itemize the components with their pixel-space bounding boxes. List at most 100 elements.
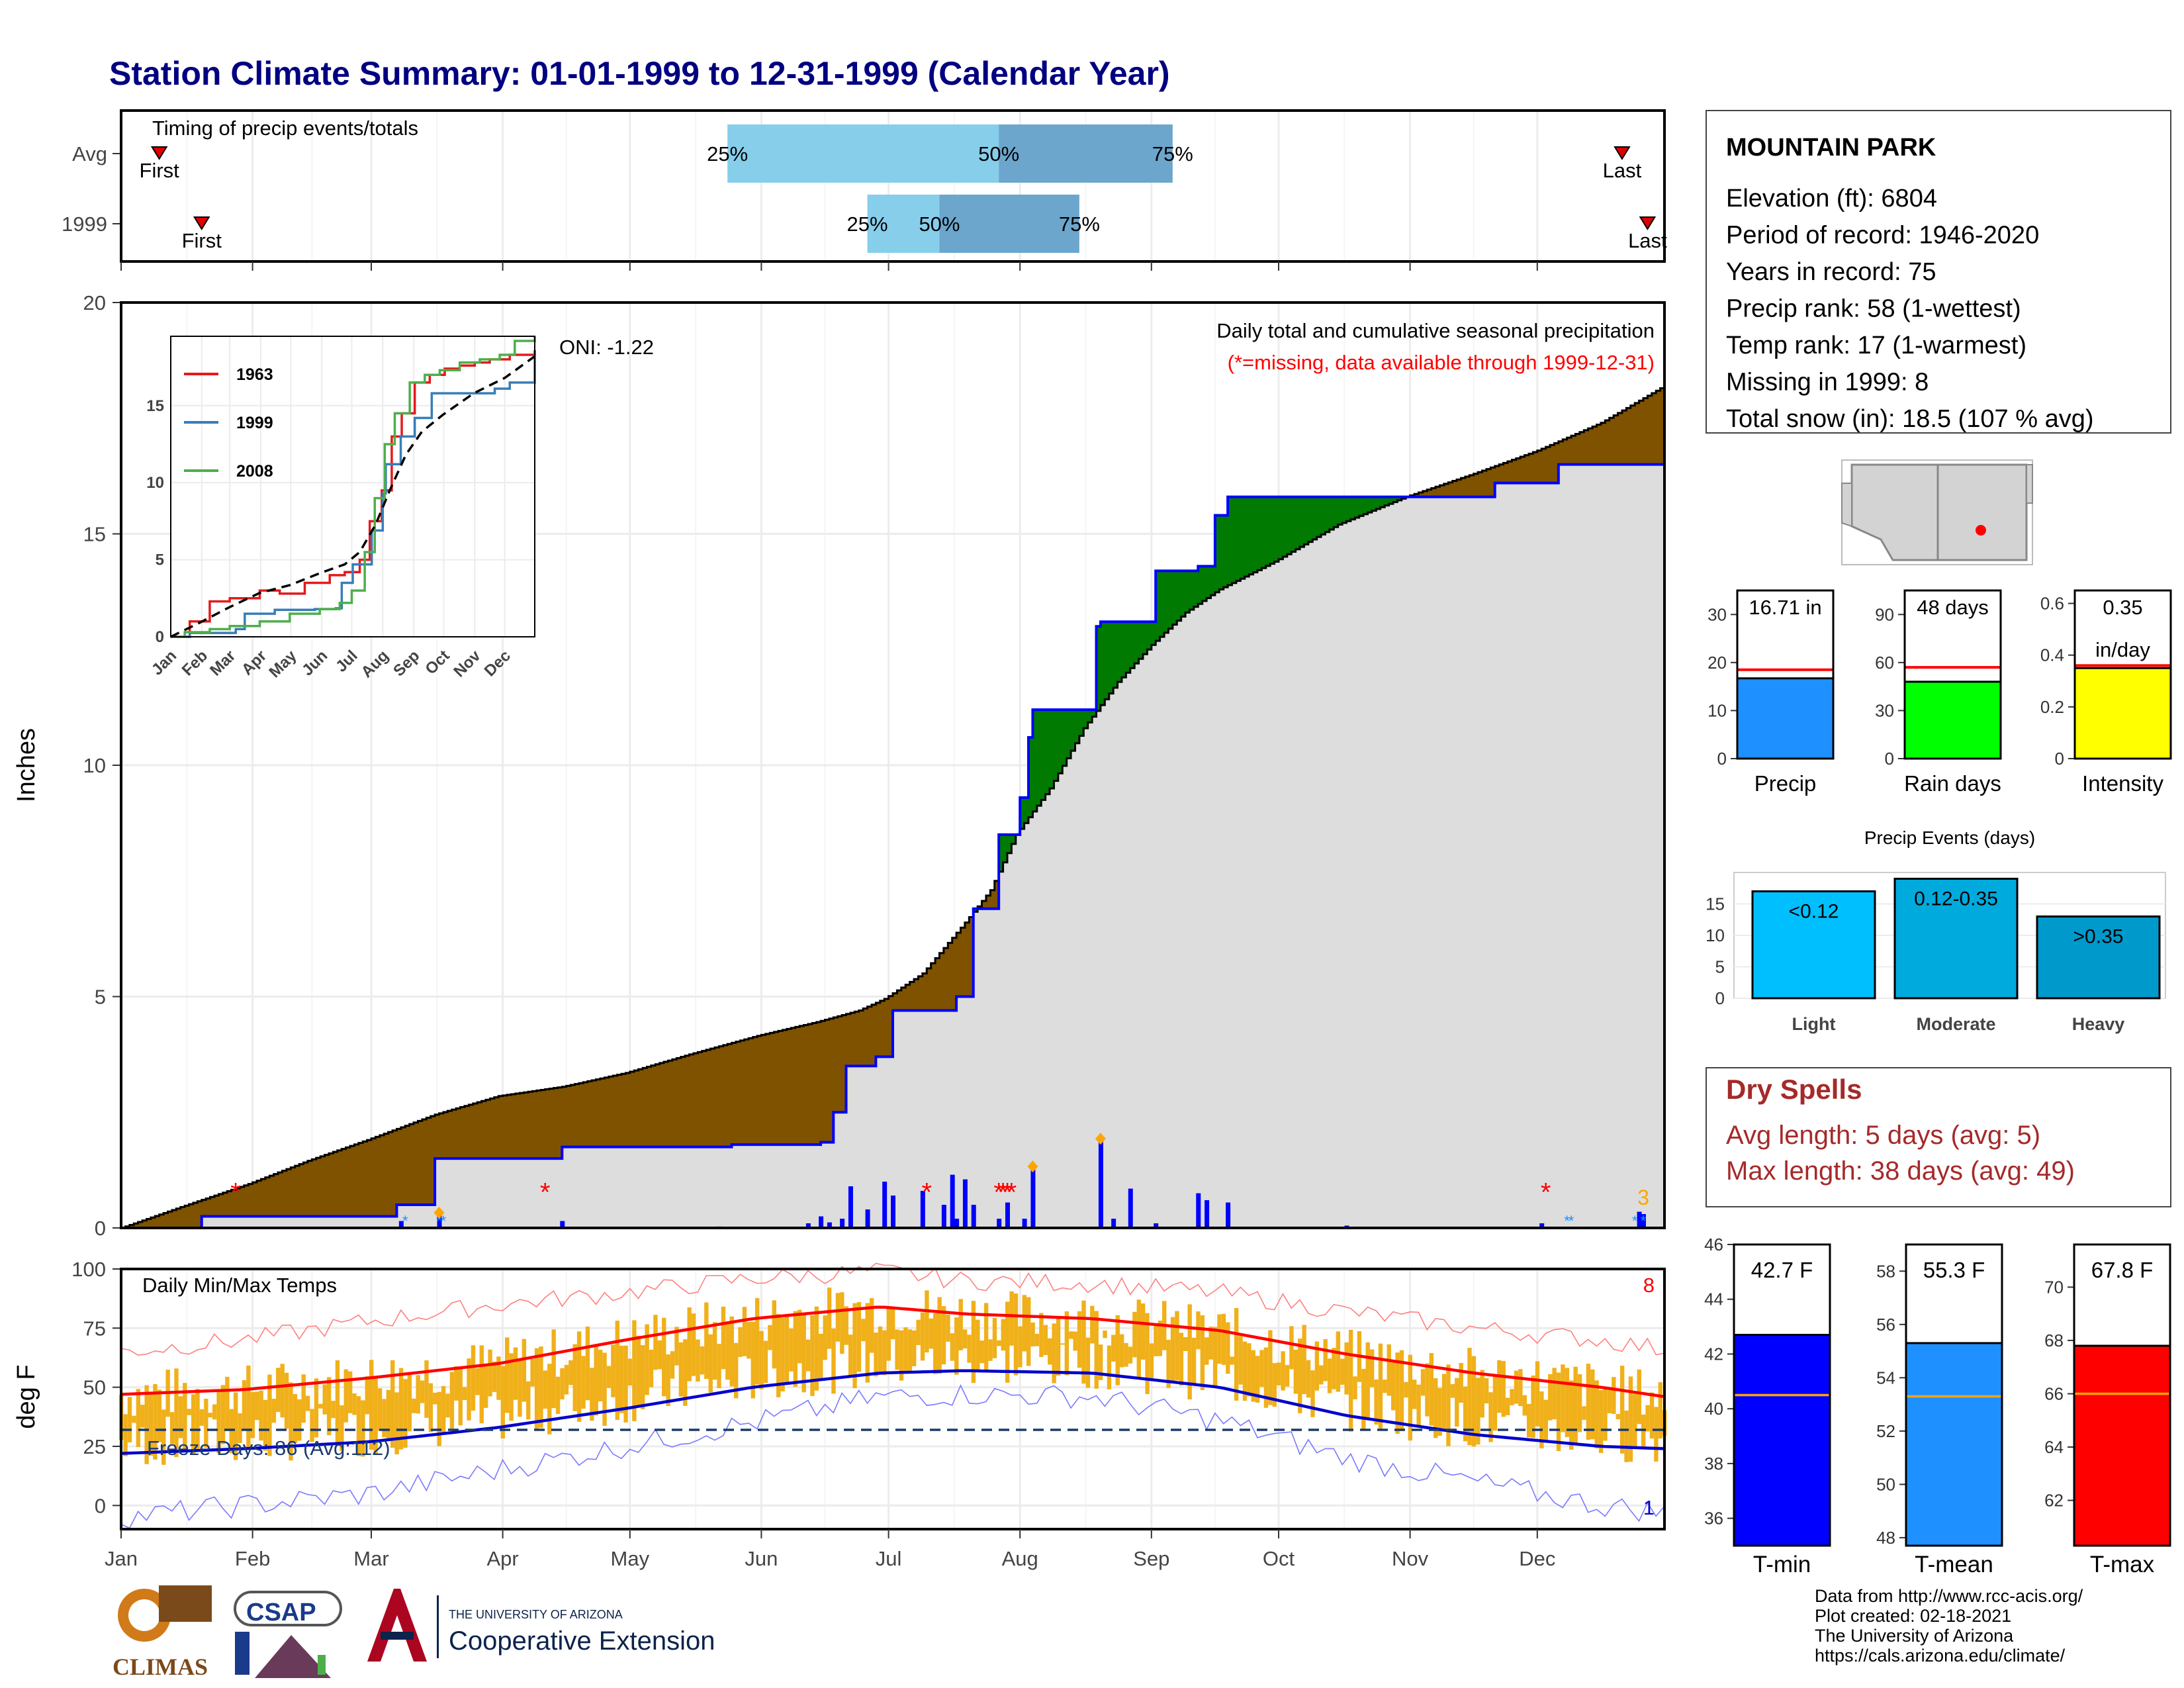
daily-temp-bar-84 (471, 1345, 476, 1411)
daily-temp-bar-217 (1034, 1333, 1040, 1346)
daily-temp-bar-229 (1085, 1337, 1091, 1388)
daily-temp-bar-252 (1183, 1336, 1188, 1351)
footer-credits: Data from http://www.rcc-acis.org/Plot c… (1815, 1586, 2083, 1665)
daily-temp-bar-270 (1259, 1350, 1264, 1387)
daily-temp-bar-175 (856, 1301, 862, 1372)
daily-temp-bar-65 (390, 1360, 395, 1448)
daily-temp-bar-273 (1272, 1363, 1277, 1407)
daily-temp-bar-129 (662, 1317, 666, 1397)
daily-precip-bar-13 (941, 1205, 946, 1228)
precip-deficit-area (121, 388, 1664, 1228)
daily-temp-bar-316 (1455, 1378, 1459, 1427)
daily-temp-bar-352 (1607, 1389, 1612, 1413)
daily-temp-bar-358 (1633, 1393, 1637, 1448)
footer-line-1: Plot created: 02-18-2021 (1815, 1606, 2011, 1626)
last-label-0: Last (1603, 159, 1642, 182)
daily-temp-bar-17 (187, 1409, 191, 1415)
daily-temp-bar-43 (297, 1399, 302, 1441)
daily-temp-bar-265 (1238, 1336, 1243, 1385)
month-label-7: Aug (1002, 1547, 1038, 1570)
temps-ytick-label-0: 0 (95, 1494, 106, 1517)
daily-temp-bar-186 (903, 1327, 908, 1371)
daily-temp-bar-102 (547, 1364, 552, 1434)
daily-temp-bar-49 (322, 1384, 327, 1415)
obs-cumulative-line (121, 455, 1666, 1229)
daily-temp-bar-48 (318, 1403, 323, 1409)
ua-logo: THE UNIVERSITY OF ARIZONA Cooperative Ex… (363, 1585, 715, 1665)
daily-temp-bar-304 (1404, 1382, 1408, 1398)
daily-temp-bar-22 (208, 1413, 212, 1418)
daily-temp-bar-82 (462, 1387, 467, 1401)
daily-temp-bar-10 (157, 1389, 162, 1442)
daily-temp-bar-44 (301, 1374, 306, 1423)
daily-temp-bar-161 (797, 1309, 802, 1364)
daily-temp-bar-309 (1425, 1363, 1430, 1417)
daily-temp-bar-160 (793, 1311, 798, 1387)
daily-temp-bar-123 (636, 1336, 641, 1408)
logos: CLIMAS CSAP THE UNIVERSITY OF ARIZONA Co… (113, 1585, 715, 1680)
daily-temp-bar-214 (1022, 1295, 1027, 1352)
tempbar-tick-label-0-1: 38 (1704, 1454, 1723, 1474)
events-bar-2 (2036, 915, 2161, 1000)
daily-temp-bar-298 (1378, 1343, 1383, 1430)
daily-temp-bar-294 (1361, 1368, 1366, 1431)
month-label-6: Jul (876, 1547, 902, 1570)
daily-temp-bar-256 (1200, 1315, 1205, 1390)
daily-precip-bar-32 (1641, 1214, 1646, 1228)
daily-temp-bar-356 (1624, 1410, 1629, 1462)
inset-month-11: Dec (481, 647, 514, 680)
tempbar-tick-label-0-0: 36 (1704, 1509, 1723, 1528)
daily-precip-bar-10 (882, 1182, 887, 1228)
daily-precip-bar-11 (891, 1196, 895, 1228)
daily-temp-bar-286 (1327, 1358, 1332, 1393)
daily-temp-bar-297 (1374, 1379, 1379, 1425)
daily-temp-bar-189 (916, 1319, 921, 1345)
daily-temp-bar-87 (483, 1365, 488, 1408)
month-label-8: Sep (1133, 1547, 1169, 1570)
daily-temp-bar-282 (1310, 1370, 1315, 1417)
daily-temp-bar-299 (1383, 1380, 1387, 1393)
daily-temp-bar-196 (946, 1314, 950, 1342)
station-line-2: Years in record: 75 (1726, 258, 1936, 286)
month-label-2: Mar (353, 1547, 388, 1570)
precip-below-area (121, 455, 1664, 1229)
daily-temp-bar-169 (831, 1328, 836, 1394)
inset-month-0: Jan (148, 647, 180, 679)
daily-temp-bar-6 (140, 1405, 145, 1428)
inset-month-3: Apr (238, 647, 270, 679)
daily-temp-bar-232 (1098, 1344, 1103, 1380)
daily-temp-bar-135 (687, 1307, 692, 1382)
tempbar-tick-label-1-1: 50 (1876, 1474, 1895, 1494)
tempbar-tick-label-2-4: 70 (2044, 1277, 2064, 1297)
inset-frame (170, 336, 535, 637)
tempbar-tick-label-2-2: 66 (2044, 1383, 2064, 1403)
daily-temp-bar-170 (835, 1293, 841, 1342)
daily-precip-bar-4 (805, 1223, 811, 1228)
daily-temp-bar-258 (1208, 1327, 1213, 1360)
snow-marker-4: * (1569, 1213, 1574, 1229)
daily-temp-bar-53 (340, 1405, 344, 1451)
summary-name-1: Rain days (1904, 771, 2001, 796)
daily-temp-bar-155 (772, 1300, 777, 1369)
summary-tick-label-1-2: 60 (1875, 653, 1894, 673)
daily-temp-bar-37 (271, 1399, 277, 1423)
daily-temp-bar-158 (784, 1316, 790, 1383)
daily-temp-bar-312 (1437, 1387, 1442, 1436)
daily-temp-bar-35 (263, 1399, 268, 1451)
daily-temp-bar-41 (289, 1382, 293, 1461)
daily-temp-bar-191 (925, 1290, 929, 1352)
daily-temp-bar-159 (789, 1328, 794, 1372)
missing-marker-1: * (540, 1178, 551, 1207)
daily-temp-bar-339 (1552, 1368, 1557, 1420)
daily-temp-bar-327 (1501, 1360, 1506, 1417)
daily-temp-bar-242 (1140, 1303, 1146, 1360)
daily-temp-bar-46 (310, 1409, 314, 1442)
daily-temp-bar-235 (1111, 1335, 1116, 1362)
first-label-0: First (140, 159, 180, 182)
station-line-0: Elevation (ft): 6804 (1726, 185, 1937, 212)
daily-temp-bar-238 (1124, 1342, 1128, 1367)
tempbar-value-label-1: 55.3 F (1923, 1258, 1985, 1282)
summary-bar-2 (2073, 667, 2172, 760)
month-label-1: Feb (235, 1547, 270, 1570)
temps-ytick-label-4: 100 (71, 1258, 106, 1281)
